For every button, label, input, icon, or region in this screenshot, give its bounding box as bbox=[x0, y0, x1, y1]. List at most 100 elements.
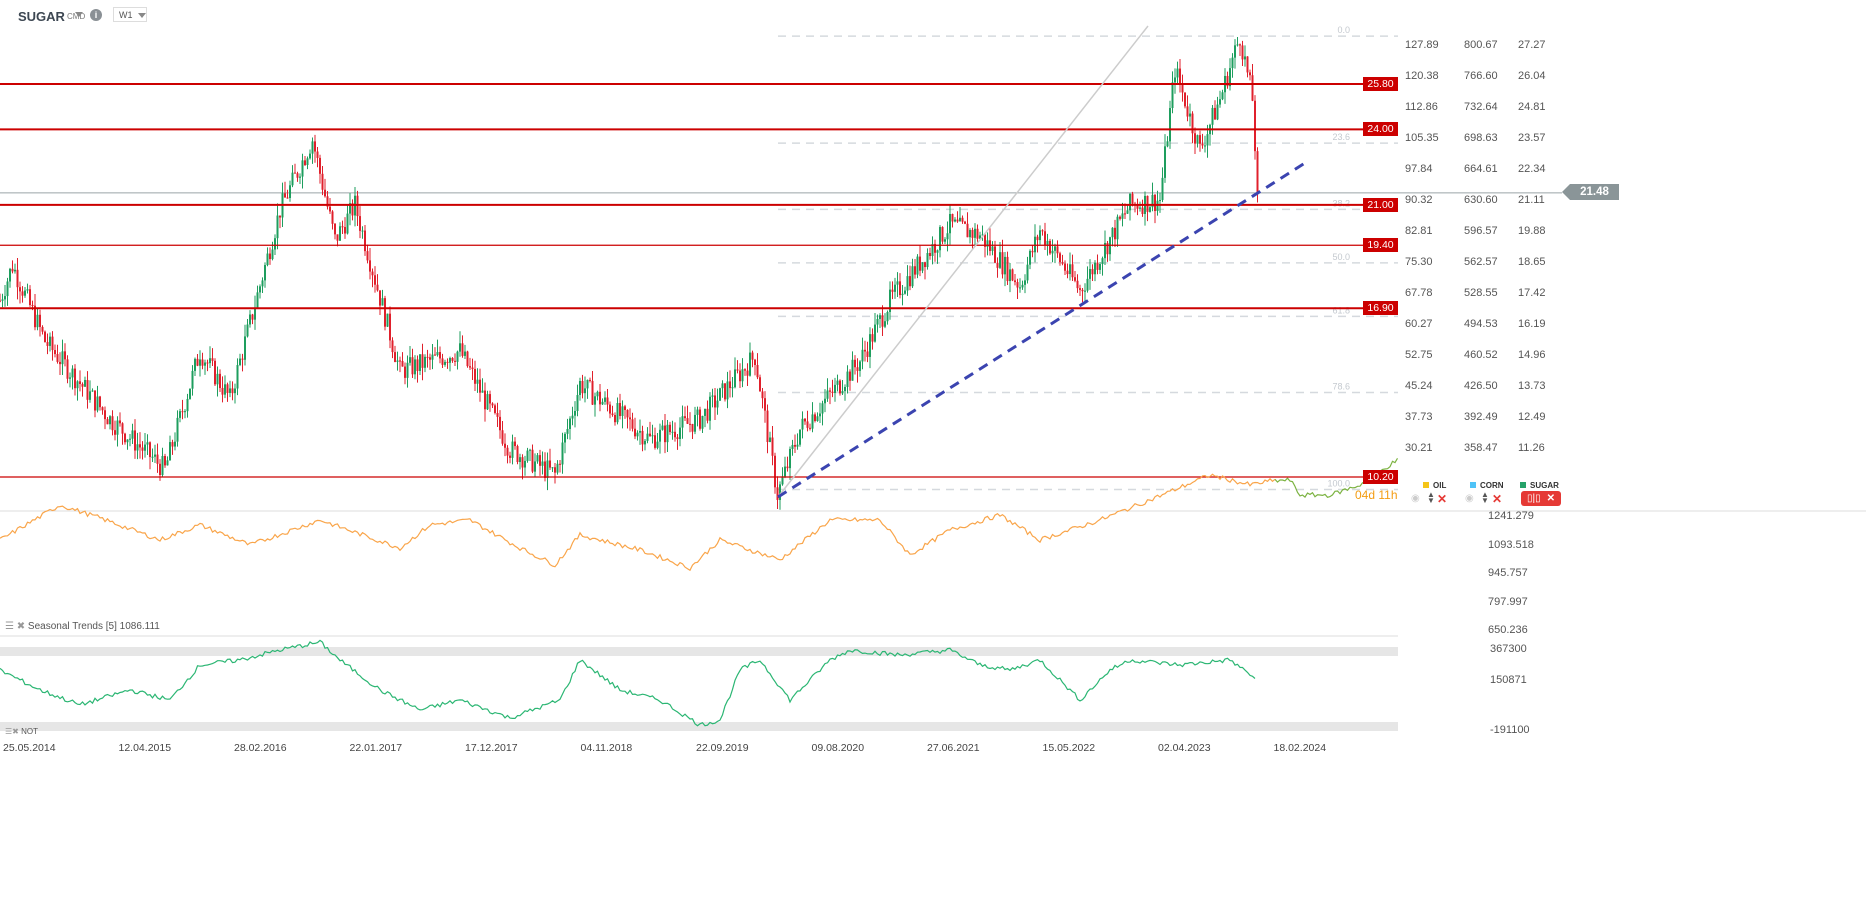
candle-up bbox=[224, 384, 226, 395]
candle-down bbox=[29, 289, 31, 305]
level-label[interactable]: 16.90 bbox=[1363, 301, 1398, 316]
candle-down bbox=[849, 371, 851, 381]
candle-up bbox=[1021, 284, 1024, 288]
candle-up bbox=[191, 370, 194, 389]
candle-down bbox=[744, 369, 746, 371]
candle-up bbox=[424, 356, 426, 368]
candle-up bbox=[1101, 258, 1104, 265]
candle-up bbox=[529, 449, 531, 451]
candle-down bbox=[591, 380, 594, 405]
candle-down bbox=[34, 305, 36, 328]
candle-up bbox=[666, 424, 669, 443]
oil-reorder-icon[interactable]: ▲ ▼ bbox=[1427, 490, 1435, 505]
cot-indicator-label[interactable]: ☰✖ NOT bbox=[5, 727, 38, 737]
candle-up bbox=[1086, 278, 1089, 291]
indicator-close-icon[interactable]: ✖ bbox=[16, 621, 26, 632]
seasonal-indicator-label[interactable]: ☰ ✖ Seasonal Trends [5] 1086.111 bbox=[5, 621, 160, 633]
candle-down bbox=[121, 423, 124, 434]
candle-up bbox=[546, 460, 549, 478]
oil-visibility-eye-icon[interactable]: ◉ bbox=[1411, 493, 1420, 504]
candle-up bbox=[954, 219, 956, 222]
indicator-menu-icon[interactable]: ☰ bbox=[5, 727, 13, 736]
candle-up bbox=[896, 281, 899, 285]
candle-up bbox=[1069, 264, 1071, 275]
candle-down bbox=[1049, 240, 1051, 254]
candle-down bbox=[134, 430, 136, 451]
candle-down bbox=[1124, 213, 1126, 215]
candle-down bbox=[51, 336, 54, 351]
candle-up bbox=[234, 388, 236, 394]
candle-down bbox=[804, 418, 806, 422]
candle-down bbox=[101, 407, 104, 411]
time-axis-tick: 12.04.2015 bbox=[118, 742, 172, 754]
candle-up bbox=[616, 403, 619, 423]
candle-up bbox=[1039, 230, 1041, 241]
indicator-menu-icon[interactable]: ☰ bbox=[5, 621, 14, 632]
candle-down bbox=[196, 358, 199, 366]
candle-down bbox=[871, 334, 874, 342]
candle-up bbox=[1, 299, 4, 301]
level-label[interactable]: 24.00 bbox=[1363, 122, 1398, 137]
candle-down bbox=[614, 415, 616, 423]
current-price: 21.48 bbox=[1580, 186, 1609, 198]
level-label[interactable]: 19.40 bbox=[1363, 238, 1398, 253]
candle-down bbox=[1201, 143, 1204, 146]
candle-down bbox=[941, 227, 944, 242]
candle-up bbox=[644, 440, 646, 445]
fib-level-label: 0.0 bbox=[1337, 25, 1350, 35]
candle-down bbox=[1184, 92, 1186, 107]
level-label[interactable]: 10.20 bbox=[1363, 469, 1398, 484]
fib-level-label: 38.2 bbox=[1332, 198, 1350, 208]
level-label[interactable]: 25.80 bbox=[1363, 77, 1398, 91]
candle-up bbox=[811, 414, 814, 429]
current-price-arrow bbox=[1562, 184, 1570, 200]
candle-up bbox=[721, 383, 724, 389]
candle-down bbox=[111, 416, 114, 431]
candle-up bbox=[91, 390, 94, 392]
legend-corn-label: CORN bbox=[1480, 481, 1504, 490]
candle-countdown: 04d 11h bbox=[1355, 488, 1398, 502]
candle-down bbox=[351, 203, 354, 216]
candle-down bbox=[94, 390, 96, 411]
timeframe-select[interactable]: W1 bbox=[113, 7, 147, 22]
candle-up bbox=[979, 235, 981, 239]
sugar-series-controls[interactable]: ▯|▯ ✕ bbox=[1521, 491, 1561, 506]
candle-down bbox=[714, 395, 716, 408]
candle-up bbox=[534, 461, 536, 472]
price-axis-tick: 12.49 bbox=[1518, 411, 1546, 423]
indicator-close-icon[interactable]: ✖ bbox=[12, 727, 19, 736]
candle-up bbox=[869, 334, 871, 357]
symbol-name[interactable]: SUGAR bbox=[18, 9, 65, 24]
corn-remove-icon[interactable]: ✕ bbox=[1492, 492, 1503, 506]
candle-up bbox=[926, 252, 929, 268]
corn-visibility-eye-icon[interactable]: ◉ bbox=[1465, 493, 1474, 504]
symbol-dropdown-icon[interactable] bbox=[75, 12, 83, 17]
candle-down bbox=[764, 398, 766, 411]
candle-up bbox=[939, 227, 941, 251]
candle-down bbox=[251, 314, 254, 320]
candle-up bbox=[264, 265, 266, 281]
level-label[interactable]: 21.00 bbox=[1363, 197, 1398, 212]
info-icon[interactable]: i bbox=[90, 9, 102, 21]
price-axis-tick: 21.11 bbox=[1518, 194, 1545, 206]
sugar-remove-icon[interactable]: ✕ bbox=[1546, 493, 1555, 504]
oil-remove-icon[interactable]: ✕ bbox=[1437, 492, 1448, 506]
candlestick-type-icon[interactable]: ▯|▯ bbox=[1527, 493, 1541, 504]
candle-up bbox=[1229, 68, 1231, 87]
candle-down bbox=[776, 487, 779, 500]
price-axis-tick: 596.57 bbox=[1464, 225, 1498, 237]
candle-down bbox=[589, 379, 591, 381]
candle-down bbox=[761, 391, 764, 399]
candle-down bbox=[664, 425, 666, 443]
price-axis-tick: 82.81 bbox=[1405, 225, 1433, 237]
candle-down bbox=[304, 160, 306, 166]
candle-down bbox=[506, 447, 509, 456]
candle-down bbox=[269, 253, 271, 260]
candle-down bbox=[966, 223, 969, 238]
candle-down bbox=[359, 216, 361, 231]
cot-lower-band bbox=[0, 722, 1398, 731]
candle-up bbox=[659, 429, 661, 442]
candle-up bbox=[656, 441, 659, 448]
corn-reorder-icon[interactable]: ▲ ▼ bbox=[1481, 490, 1489, 505]
